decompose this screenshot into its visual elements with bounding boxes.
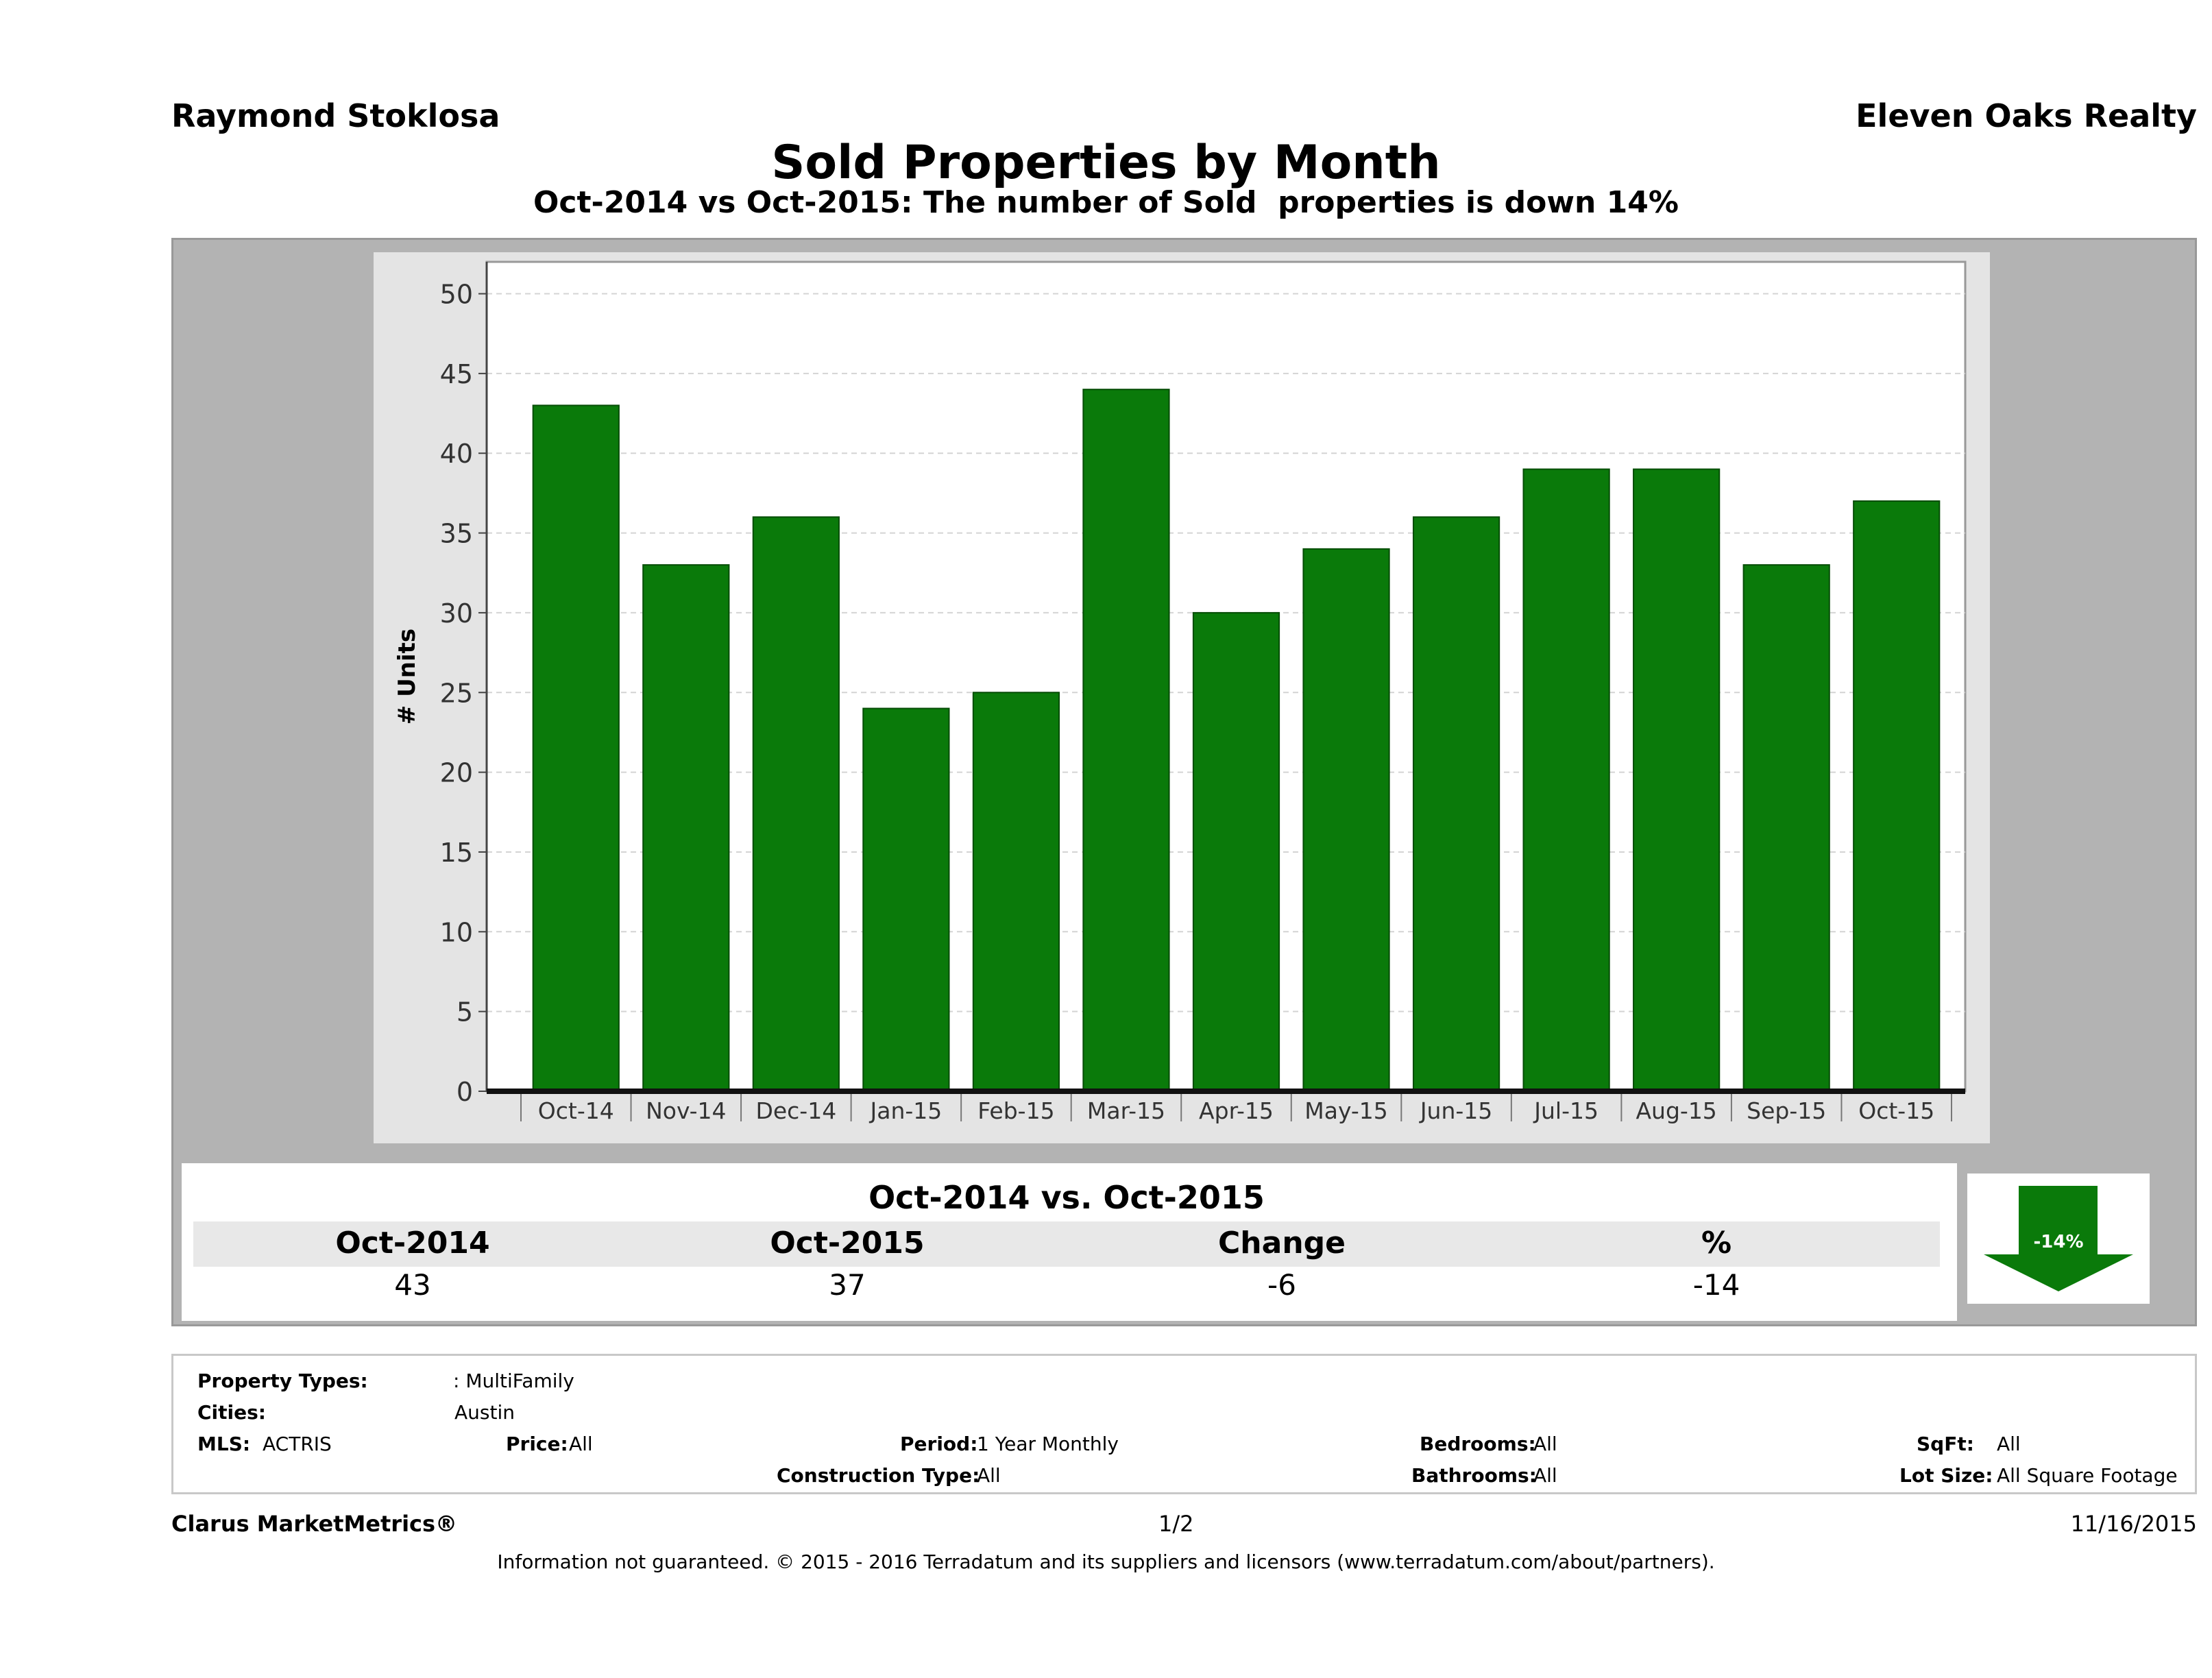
period-label: Period: bbox=[900, 1433, 978, 1455]
x-tick-label: Nov-14 bbox=[646, 1097, 726, 1124]
summary-title: Oct-2014 vs. Oct-2015 bbox=[193, 1174, 1940, 1221]
company-name: Eleven Oaks Realty bbox=[1856, 97, 2197, 134]
construction-type-label: Construction Type: bbox=[777, 1464, 980, 1487]
bedrooms-value: All bbox=[1533, 1433, 1557, 1455]
period-value: 1 Year Monthly bbox=[977, 1433, 1119, 1455]
sqft-value: All bbox=[1997, 1433, 2021, 1455]
summary-header-row bbox=[193, 1221, 1940, 1267]
change-badge-text: -14% bbox=[2033, 1232, 2083, 1252]
x-tick-label: May-15 bbox=[1304, 1097, 1388, 1124]
footer-disclaimer: Information not guaranteed. © 2015 - 201… bbox=[497, 1551, 1715, 1573]
summary-value-row bbox=[193, 1267, 1940, 1306]
report-subtitle: Oct-2014 vs Oct-2015: The number of Sold… bbox=[533, 185, 1679, 220]
change-badge-box: -14% bbox=[1967, 1174, 2150, 1304]
x-tick-label: Mar-15 bbox=[1087, 1097, 1165, 1124]
bar-dec-14 bbox=[752, 516, 840, 1092]
bar-feb-15 bbox=[972, 692, 1060, 1092]
report-title: Sold Properties by Month bbox=[771, 136, 1441, 190]
bar-mar-15 bbox=[1082, 389, 1170, 1092]
bathrooms-value: All bbox=[1533, 1464, 1557, 1487]
cities-value: Austin bbox=[454, 1401, 515, 1424]
property-types-value: : MultiFamily bbox=[453, 1370, 574, 1392]
x-tick-label: Apr-15 bbox=[1199, 1097, 1274, 1124]
footer-date: 11/16/2015 bbox=[2070, 1511, 2197, 1537]
x-tick-label: Oct-15 bbox=[1858, 1097, 1934, 1124]
x-tick-label: Jul-15 bbox=[1533, 1097, 1599, 1124]
bar-oct-15 bbox=[1853, 500, 1941, 1092]
bar-oct-14 bbox=[532, 404, 620, 1092]
x-tick-label: Feb-15 bbox=[977, 1097, 1054, 1124]
criteria-box: Property Types: : MultiFamily Cities: Au… bbox=[171, 1354, 2197, 1494]
price-label: Price: bbox=[506, 1433, 568, 1455]
lot-size-label: Lot Size: bbox=[1899, 1464, 1993, 1487]
y-tick-label: 10 bbox=[440, 917, 473, 947]
y-tick-label: 20 bbox=[440, 758, 473, 788]
bar-nov-14 bbox=[642, 564, 730, 1093]
y-tick-label: 0 bbox=[457, 1077, 473, 1107]
bar-jan-15 bbox=[862, 707, 950, 1092]
x-tick-label: Sep-15 bbox=[1747, 1097, 1826, 1124]
mls-label: MLS: bbox=[197, 1433, 251, 1455]
x-tick-label: Jun-15 bbox=[1419, 1097, 1492, 1124]
mls-value: ACTRIS bbox=[263, 1433, 332, 1455]
cities-label: Cities: bbox=[197, 1401, 266, 1424]
y-tick-label: 30 bbox=[440, 598, 473, 629]
x-tick-label: Dec-14 bbox=[755, 1097, 836, 1124]
summary-header-change: Change bbox=[1218, 1226, 1346, 1261]
footer-brand: Clarus MarketMetrics® bbox=[171, 1511, 458, 1537]
bar-jul-15 bbox=[1522, 468, 1610, 1092]
construction-type-value: All bbox=[977, 1464, 1001, 1487]
summary-header-oct2014: Oct-2014 bbox=[335, 1226, 490, 1261]
bar-aug-15 bbox=[1633, 468, 1721, 1092]
summary-value-change: -6 bbox=[1267, 1268, 1296, 1302]
agent-name: Raymond Stoklosa bbox=[171, 97, 500, 134]
x-tick-label: Oct-14 bbox=[538, 1097, 614, 1124]
bar-apr-15 bbox=[1192, 611, 1280, 1092]
summary-value-oct2015: 37 bbox=[829, 1268, 866, 1302]
bathrooms-label: Bathrooms: bbox=[1411, 1464, 1537, 1487]
y-tick-label: 15 bbox=[440, 838, 473, 868]
bar-chart: 0 5 10 15 20 25 30 35 40 45 50 # Units Oct-14 Nov-14 D… bbox=[393, 260, 1967, 1124]
y-tick-label: 50 bbox=[440, 280, 473, 310]
y-tick-label: 35 bbox=[440, 519, 473, 549]
footer-page-number: 1/2 bbox=[1158, 1511, 1194, 1537]
summary-header-oct2015: Oct-2015 bbox=[770, 1226, 925, 1261]
x-tick-label: Jan-15 bbox=[868, 1097, 942, 1124]
summary-value-oct2014: 43 bbox=[394, 1268, 431, 1302]
bar-sep-15 bbox=[1742, 564, 1830, 1093]
property-types-label: Property Types: bbox=[197, 1370, 368, 1392]
summary-header-percent: % bbox=[1701, 1226, 1732, 1261]
sqft-label: SqFt: bbox=[1917, 1433, 1974, 1455]
x-tick-label: Aug-15 bbox=[1636, 1097, 1716, 1124]
y-tick-label: 5 bbox=[457, 997, 473, 1028]
y-tick-label: 45 bbox=[440, 359, 473, 389]
y-tick-label: 40 bbox=[440, 439, 473, 469]
y-tick-label: 25 bbox=[440, 678, 473, 708]
bar-may-15 bbox=[1302, 548, 1390, 1093]
price-value: All bbox=[569, 1433, 593, 1455]
bar-jun-15 bbox=[1412, 516, 1500, 1092]
bedrooms-label: Bedrooms: bbox=[1420, 1433, 1536, 1455]
y-axis-label: # Units bbox=[393, 629, 421, 725]
summary-value-percent: -14 bbox=[1692, 1268, 1740, 1302]
down-arrow-icon: -14% bbox=[1984, 1186, 2133, 1291]
lot-size-value: All Square Footage bbox=[1997, 1464, 2178, 1487]
